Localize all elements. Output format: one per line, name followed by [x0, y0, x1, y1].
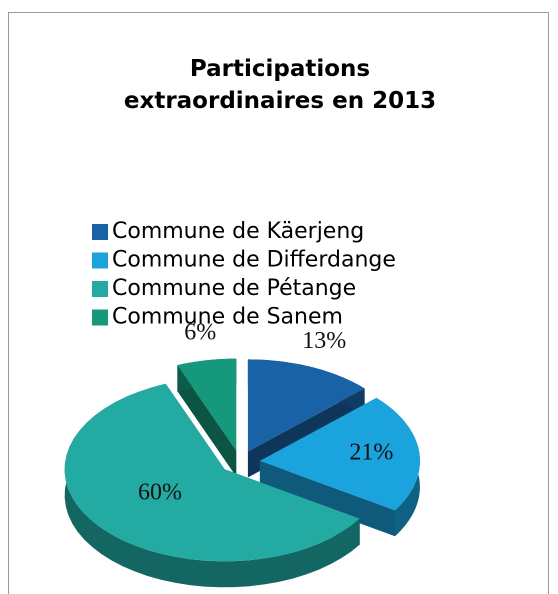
chart-title: Participations [190, 56, 370, 82]
legend-label: Commune de Käerjeng [112, 219, 364, 244]
frame [8, 12, 549, 594]
slice [64, 383, 360, 562]
pie [64, 358, 420, 588]
data-label: 13% [302, 328, 346, 354]
slice [177, 358, 237, 451]
data-label: 6% [184, 319, 216, 345]
slice-side [259, 460, 395, 537]
chart-title: extraordinaires en 2013 [124, 88, 436, 114]
slice [177, 358, 237, 477]
legend-swatch [92, 252, 108, 269]
data-labels: 13% 21% 60% 6% [138, 319, 393, 505]
data-label: 60% [138, 480, 182, 506]
slice-side [177, 365, 237, 477]
slice [259, 397, 420, 511]
legend-swatch [92, 224, 108, 240]
legend-label: Commune de Sanem [112, 305, 343, 330]
slice [247, 359, 365, 452]
data-label: 21% [349, 440, 393, 466]
slice [259, 397, 420, 537]
legend-swatch [92, 309, 108, 326]
legend: Commune de Käerjeng Commune de Differdang… [92, 219, 396, 330]
legend-label: Commune de Differdange [112, 248, 396, 273]
legend-swatch [92, 281, 108, 297]
legend-label: Commune de Pétange [112, 276, 356, 301]
slice [64, 383, 360, 588]
